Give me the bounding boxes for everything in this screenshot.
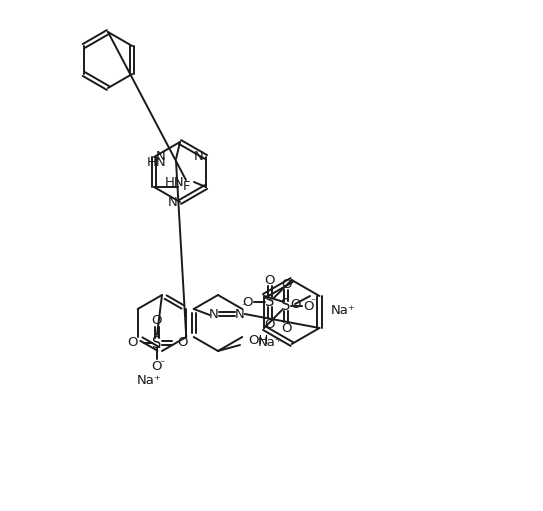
Text: F: F [182,180,190,194]
Text: O: O [127,337,137,350]
Text: HN: HN [165,175,184,189]
Text: O: O [290,297,300,311]
Text: O: O [177,337,187,350]
Text: O: O [243,295,253,309]
Text: O: O [264,317,275,331]
Text: OH: OH [248,335,268,347]
Text: HN: HN [147,155,166,169]
Text: S: S [153,336,162,351]
Text: S: S [281,298,291,314]
Text: O: O [281,277,291,290]
Text: O: O [303,299,313,313]
Text: O: O [151,314,162,327]
Text: ⁻: ⁻ [241,302,247,312]
Text: O: O [264,273,275,287]
Text: N: N [194,151,204,164]
Text: N: N [235,308,245,320]
Text: O: O [281,321,291,335]
Text: O: O [151,360,162,373]
Text: ⁻: ⁻ [311,297,315,307]
Text: ⁻: ⁻ [160,359,165,369]
Text: Na⁺: Na⁺ [331,305,356,317]
Text: N: N [209,308,219,320]
Text: N: N [168,196,178,208]
Text: Na⁺: Na⁺ [137,375,161,387]
Text: S: S [265,294,274,310]
Text: N: N [156,151,166,164]
Text: Na⁺: Na⁺ [257,336,282,349]
